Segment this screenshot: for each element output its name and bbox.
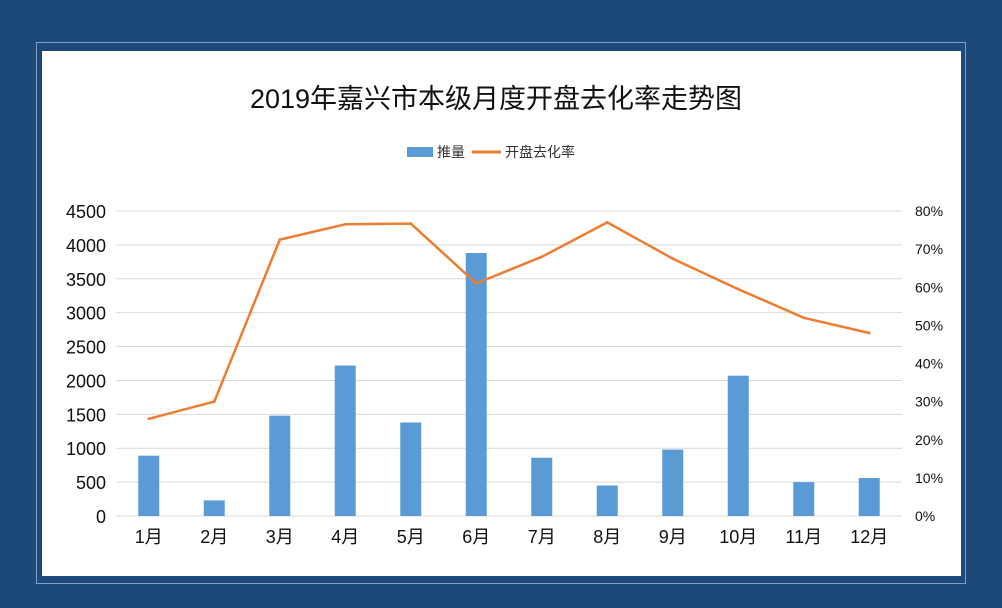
bar	[858, 478, 880, 516]
rate-polyline	[148, 221, 870, 421]
y-left-tick-label: 2000	[66, 371, 106, 391]
x-tick-label: 1月	[135, 527, 163, 547]
rate-point	[474, 282, 478, 285]
y-right-tick-label: 30%	[915, 394, 943, 410]
bar	[596, 485, 618, 516]
legend-swatch-bar	[407, 147, 433, 157]
x-tick-label: 7月	[528, 527, 556, 547]
chart-panel: 2019年嘉兴市本级月度开盘去化率走势图 推量 开盘去化率 0 500 1000 15…	[42, 51, 961, 576]
y-right-tick-label: 50%	[915, 317, 943, 333]
y-axis-left: 0 500 1000 1500 2000 2500 3000 3500 4000 4500	[66, 202, 106, 527]
y-axis-right: 0% 10% 20% 30% 40% 50% 60% 70% 80%	[915, 203, 943, 524]
x-tick-label: 12月	[850, 527, 888, 547]
gridlines	[116, 210, 902, 517]
rate-point	[671, 257, 675, 261]
bar	[531, 457, 553, 516]
legend: 推量 开盘去化率	[407, 144, 575, 160]
bar	[334, 365, 356, 516]
y-left-tick-label: 500	[76, 473, 106, 493]
rate-point	[278, 238, 282, 241]
bar	[269, 415, 291, 516]
y-right-tick-label: 40%	[915, 356, 943, 372]
y-right-tick-label: 0%	[915, 508, 935, 524]
y-left-tick-label: 3000	[66, 304, 106, 324]
x-axis: 1月 2月 3月 4月 5月 6月 7月 8月 9月 10月 11月 12月	[135, 527, 889, 547]
rate-point	[540, 255, 544, 259]
bar	[727, 375, 749, 516]
y-right-tick-label: 60%	[915, 279, 943, 295]
bar	[793, 482, 815, 516]
y-left-tick-label: 1000	[66, 439, 106, 459]
rate-point	[802, 316, 806, 320]
bar	[662, 449, 684, 516]
y-right-tick-label: 70%	[915, 241, 943, 257]
rate-line	[147, 221, 871, 421]
x-tick-label: 5月	[397, 527, 425, 547]
bar	[203, 500, 225, 516]
rate-point	[867, 331, 871, 335]
x-tick-label: 10月	[719, 527, 757, 547]
x-tick-label: 9月	[659, 527, 687, 547]
rate-point	[736, 287, 740, 291]
y-right-tick-label: 20%	[915, 432, 943, 448]
y-left-tick-label: 4500	[66, 202, 106, 222]
rate-point	[343, 222, 347, 226]
rate-point	[147, 417, 151, 421]
rate-point	[409, 222, 413, 225]
rate-point	[605, 221, 609, 224]
x-tick-label: 11月	[785, 527, 822, 547]
x-tick-label: 3月	[266, 527, 294, 547]
bar	[400, 422, 422, 516]
bar	[138, 455, 160, 516]
bars	[138, 253, 880, 516]
legend-label-line: 开盘去化率	[505, 144, 575, 160]
chart-svg: 2019年嘉兴市本级月度开盘去化率走势图 推量 开盘去化率 0 500 1000 15…	[66, 84, 943, 547]
x-tick-label: 4月	[331, 527, 359, 547]
x-tick-label: 8月	[593, 527, 621, 547]
y-right-tick-label: 80%	[915, 203, 943, 219]
x-tick-label: 2月	[200, 527, 228, 547]
chart-frame	[36, 42, 966, 584]
y-right-tick-label: 10%	[915, 470, 943, 486]
y-left-tick-label: 2500	[66, 338, 106, 358]
y-left-tick-label: 1500	[66, 405, 106, 425]
rate-point	[212, 400, 216, 404]
y-left-tick-label: 4000	[66, 236, 106, 256]
legend-label-bar: 推量	[437, 144, 465, 160]
bar	[465, 253, 487, 516]
x-tick-label: 6月	[462, 527, 490, 547]
chart-title: 2019年嘉兴市本级月度开盘去化率走势图	[250, 84, 742, 114]
y-left-tick-label: 3500	[66, 270, 106, 290]
y-left-tick-label: 0	[96, 507, 106, 527]
